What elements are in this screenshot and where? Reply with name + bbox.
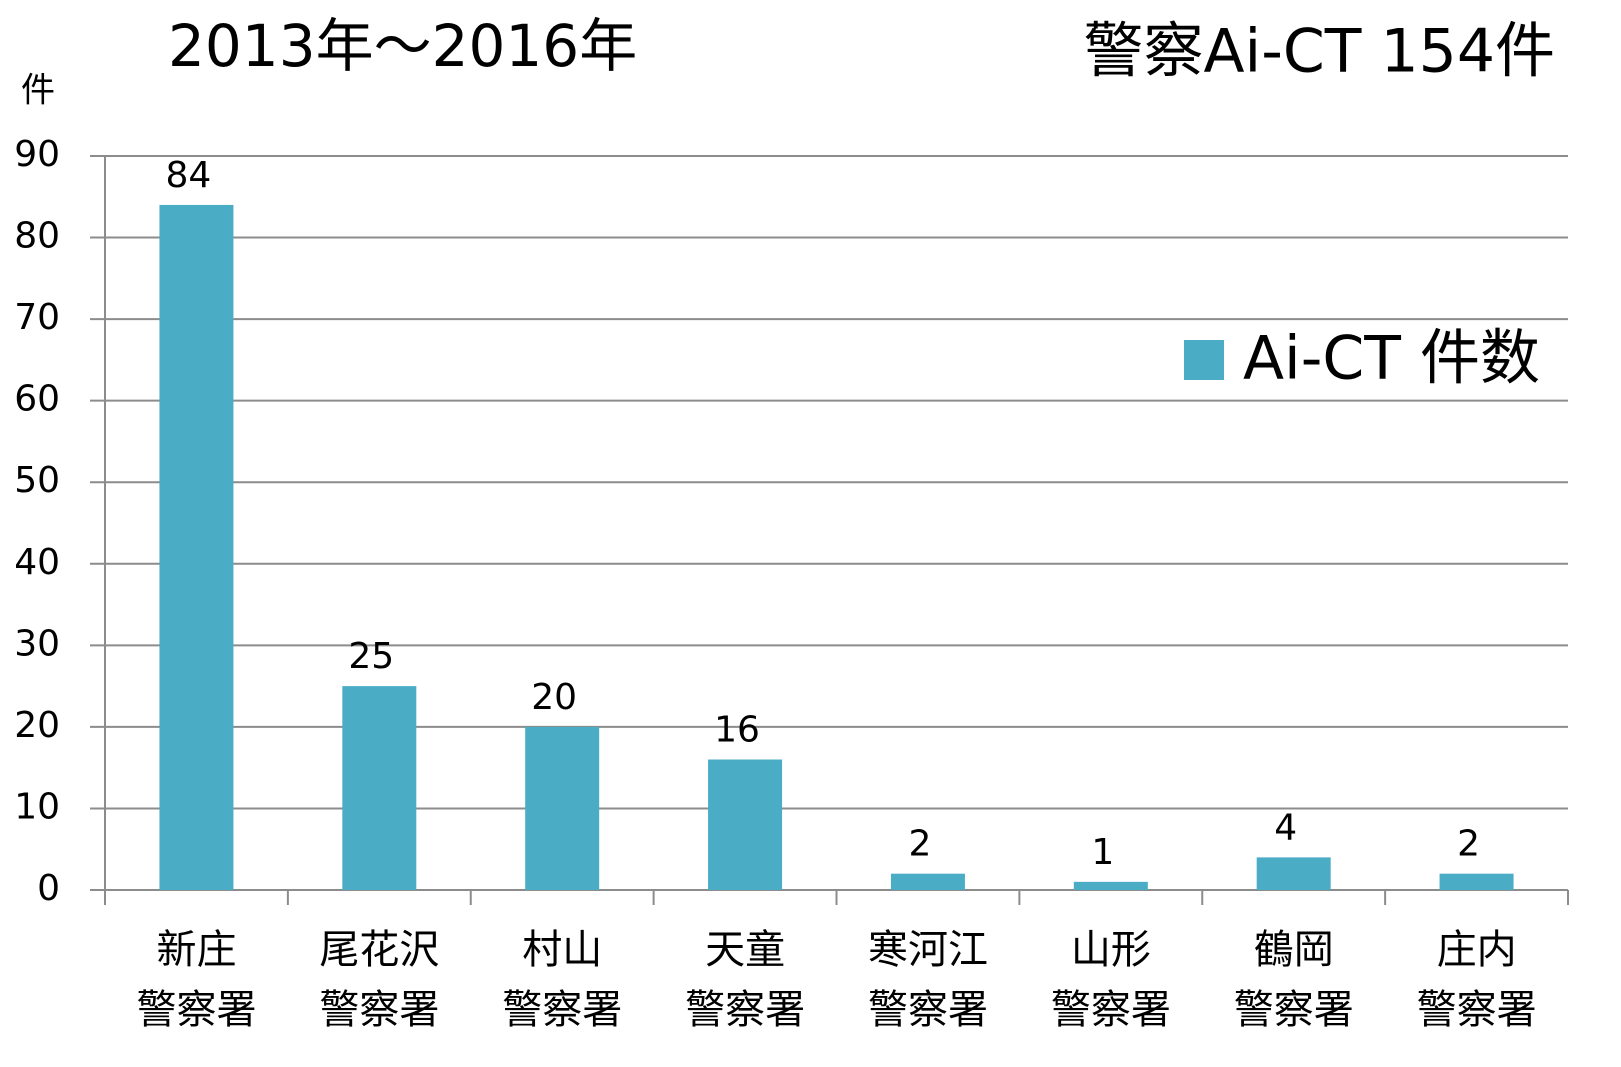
x-tick-label: 庄内 警察署 [1416,927,1537,1033]
y-tick-label: 30 [14,623,60,664]
bar [525,726,600,890]
bar [708,759,783,890]
x-tick-label: 鶴岡 警察署 [1233,927,1354,1033]
value-label: 2 [1457,824,1480,865]
y-tick-label: 70 [14,297,60,338]
value-label: 1 [1091,832,1114,873]
x-tick-label: 寒河江 警察署 [868,927,988,1033]
chart-title: 2013年～2016年 [168,12,637,80]
y-tick-label: 20 [14,705,60,746]
value-label: 84 [166,155,212,196]
y-tick-label: 80 [14,216,60,257]
y-axis-label: 件 [21,71,55,111]
value-label: 2 [908,824,931,865]
bar [342,686,417,890]
bar [890,873,965,890]
x-tick-label: 尾花沢 警察署 [319,927,440,1033]
y-tick-label: 10 [14,786,60,827]
y-tick-label: 40 [14,542,60,583]
bar [1073,881,1148,890]
y-tick-label: 0 [37,868,60,909]
bar [1439,873,1514,890]
chart-subtitle: 警察Ai-CT 154件 [1083,17,1555,87]
x-tick-label: 新庄 警察署 [136,927,257,1033]
value-label: 16 [714,710,760,751]
x-tick-label: 山形 警察署 [1050,927,1171,1033]
value-label: 20 [531,677,577,718]
y-tick-label: 60 [14,379,60,420]
legend-swatch [1184,340,1224,380]
value-label: 25 [348,636,394,677]
x-tick-label: 天童 警察署 [685,927,806,1033]
y-tick-label: 90 [14,134,60,175]
value-label: 4 [1274,807,1297,848]
x-tick-label: 村山 警察署 [502,927,623,1033]
bar [1256,857,1331,890]
y-tick-label: 50 [14,460,60,501]
bar [159,204,234,890]
legend-label: Ai-CT 件数 [1243,324,1540,394]
